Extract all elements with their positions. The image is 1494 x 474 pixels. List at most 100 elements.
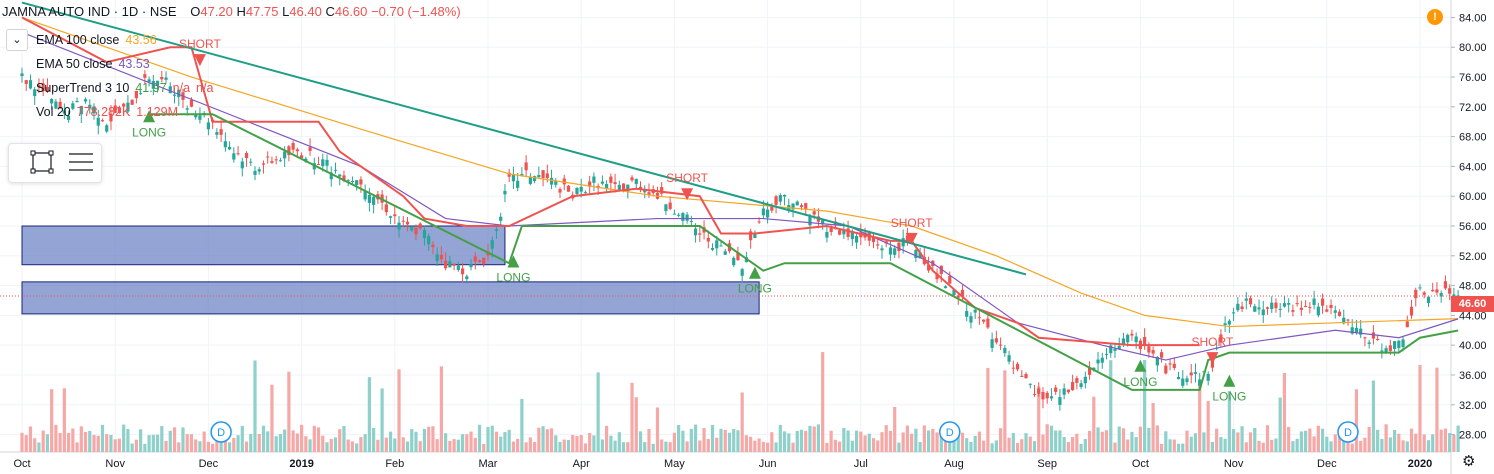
volume-bar: [727, 432, 732, 452]
candle-body: [253, 170, 257, 175]
candle-body: [350, 181, 355, 183]
candle-body: [1253, 306, 1257, 312]
candle-body: [316, 164, 321, 166]
volume-bar: [465, 434, 469, 452]
candle-body: [1261, 309, 1265, 316]
horizontal-lines-icon[interactable]: [69, 153, 93, 171]
candle-body: [774, 196, 778, 205]
candle-body: [71, 103, 75, 109]
candle-body: [1198, 379, 1202, 386]
volume-bar: [808, 425, 812, 452]
candle-body: [579, 186, 583, 192]
candle-body: [1439, 292, 1443, 297]
volume-bar: [939, 432, 943, 452]
volume-bar: [380, 388, 384, 452]
candle-body: [1176, 376, 1181, 380]
volume-bar: [58, 432, 62, 452]
volume-bar: [609, 435, 613, 452]
candle-body: [83, 99, 88, 102]
volume-bar: [266, 431, 270, 452]
candle-body: [257, 169, 261, 172]
volume-bar: [672, 432, 676, 452]
candle-body: [1096, 359, 1100, 364]
candle-body: [1392, 341, 1397, 349]
volume-bar: [558, 441, 562, 452]
candle-body: [1062, 388, 1066, 395]
volume-bar: [749, 436, 753, 452]
volume-bar: [1257, 440, 1261, 452]
legend-supertrend[interactable]: SuperTrend 3 10 41.97 n/a n/a: [36, 81, 214, 95]
volume-bar: [388, 431, 393, 452]
gear-icon[interactable]: ⚙: [1462, 453, 1476, 470]
volume-bar: [109, 434, 113, 452]
volume-bar: [821, 352, 825, 452]
candle-body: [723, 251, 727, 255]
volume-bar: [1219, 436, 1223, 452]
candle-body: [405, 221, 410, 225]
candle-body: [693, 228, 698, 236]
demand-zone-1: [21, 281, 760, 315]
candle-body: [1367, 342, 1371, 344]
candle-body: [469, 264, 473, 268]
volume-bar: [274, 436, 278, 452]
volume-bar: [795, 430, 799, 452]
candle-body: [1227, 320, 1231, 325]
x-tick-label: Jun: [759, 458, 777, 470]
candle-body: [1041, 391, 1045, 400]
symbol-header: JAMNA AUTO IND · 1D · NSE O47.20 H47.75 …: [2, 4, 461, 19]
legend-volume[interactable]: Vol 20 778.282K 1.129M: [36, 105, 178, 119]
candle-body: [270, 161, 274, 163]
volume-bar: [100, 424, 105, 452]
candle-body: [321, 159, 325, 167]
volume-bar: [943, 441, 948, 452]
volume-bar: [223, 436, 227, 452]
candle-body: [1418, 287, 1422, 289]
x-tick-label: Dec: [1317, 458, 1337, 470]
trendline: [21, 1, 1027, 276]
candle-body: [494, 229, 499, 231]
volume-bar: [897, 442, 901, 452]
volume-bar: [1181, 443, 1185, 452]
chevron-down-icon[interactable]: ⌄: [6, 29, 28, 51]
candle-body: [1206, 373, 1210, 381]
candle-body: [520, 174, 524, 176]
volume-bar: [355, 443, 359, 452]
volume-bar: [1007, 437, 1011, 452]
legend-ema100[interactable]: EMA 100 close 43.56: [36, 33, 157, 47]
candle-body: [537, 175, 541, 178]
volume-bar: [524, 442, 528, 452]
volume-bar: [1236, 432, 1240, 452]
candle-body: [384, 204, 388, 213]
volume-bar: [1329, 441, 1333, 452]
volume-bar: [143, 443, 147, 452]
candle-body: [1354, 327, 1359, 334]
candle-body: [736, 252, 740, 261]
volume-bar: [1015, 443, 1020, 452]
volume-bar: [20, 432, 24, 452]
x-tick-label: May: [664, 458, 685, 470]
candle-body: [295, 149, 299, 152]
volume-bar: [405, 441, 410, 452]
volume-bar: [236, 435, 240, 452]
rectangle-icon[interactable]: [30, 150, 54, 174]
candle-body: [1265, 307, 1270, 309]
volume-bar: [956, 433, 960, 452]
dividend-label: D: [1344, 427, 1352, 439]
candle-body: [249, 161, 253, 163]
x-tick-label: Jul: [854, 458, 868, 470]
volume-bar: [198, 441, 202, 452]
exclamation-icon[interactable]: !: [1427, 9, 1443, 25]
legend-ema50[interactable]: EMA 50 close 43.53: [36, 57, 150, 71]
volume-bar: [702, 428, 706, 452]
volume-bar: [1431, 434, 1435, 452]
candle-body: [698, 233, 702, 235]
close-value: 46.60: [334, 4, 368, 19]
volume-bar: [62, 388, 66, 452]
volume-bar: [414, 431, 418, 452]
candle-body: [1109, 345, 1113, 354]
candle-body: [1435, 289, 1439, 293]
candle-body: [888, 247, 893, 255]
candle-body: [986, 318, 990, 328]
volume-bar: [583, 443, 588, 452]
